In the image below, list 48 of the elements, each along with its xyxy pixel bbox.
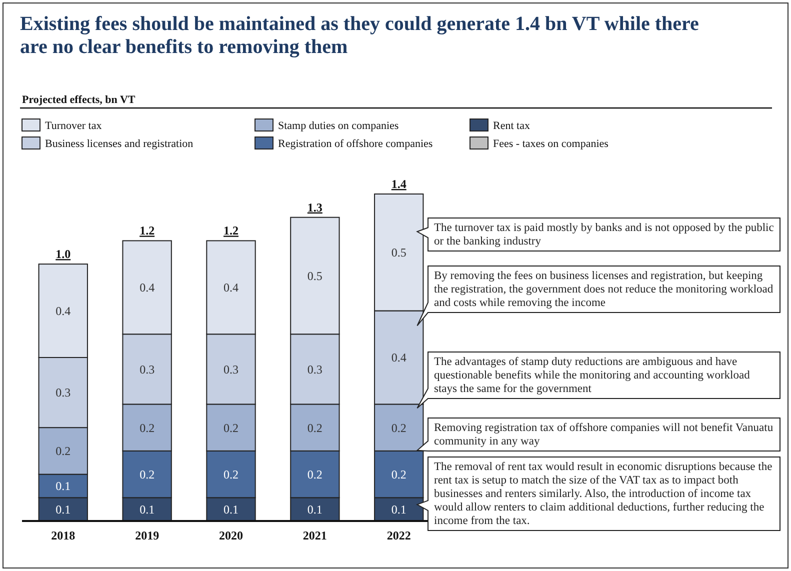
data-label: 0.2 (140, 467, 155, 482)
data-label: 0.1 (307, 502, 322, 517)
data-label: 0.1 (140, 502, 155, 517)
x-tick-label: 2018 (51, 528, 76, 543)
x-tick-label: 2021 (302, 528, 327, 543)
legend-label: Fees - taxes on companies (493, 138, 608, 150)
annotation: The advantages of stamp duty reductions are ambiguous and have questionable benefits while the monitoring and accounting workload stays the same for the government (434, 356, 750, 395)
x-tick-label: 2020 (219, 528, 243, 543)
legend-label: Registration of offshore companies (278, 138, 433, 150)
annotation: The removal of rent tax would result in economic disruptions because the rent tax is setup to match the size of the VAT tax as to impact both businesses and renters similarly. Also, the introduction of income tax would allow renters to claim additional deductions, further reducing the income from the tax. (434, 461, 772, 527)
data-label: 0.1 (391, 502, 406, 517)
total-label: 1.2 (140, 224, 155, 238)
data-label: 0.3 (140, 362, 155, 376)
x-tick-label: 2022 (386, 528, 411, 543)
data-label: 0.2 (307, 420, 322, 435)
data-label: 0.2 (391, 420, 406, 435)
data-label: 0.3 (307, 362, 322, 376)
data-label: 0.2 (307, 467, 322, 482)
data-label: 0.4 (140, 280, 155, 295)
total-label: 1.3 (307, 200, 322, 214)
data-label: 0.1 (224, 502, 238, 517)
chart-subtitle: Projected effects, bn VT (22, 94, 136, 106)
annotation: The turnover tax is paid mostly by banks and is not opposed by the public or the banking industry (434, 222, 774, 248)
data-label: 0.4 (391, 350, 406, 365)
legend-label: Business licenses and registration (45, 138, 194, 150)
data-label: 0.2 (56, 444, 71, 458)
data-label: 0.2 (224, 467, 238, 482)
data-label: 0.2 (391, 467, 406, 482)
data-label: 0.2 (140, 420, 155, 435)
annotation: By removing the fees on business licenses and registration, but keeping the registration, the government does not reduce the monitoring workload and costs while removing the income (434, 270, 774, 309)
data-label: 0.1 (56, 502, 71, 517)
legend-label: Rent tax (493, 120, 530, 132)
data-label: 0.5 (307, 268, 322, 283)
data-label: 0.2 (224, 420, 238, 435)
total-label: 1.2 (224, 224, 238, 238)
annotation: Removing registration tax of offshore companies will not benefit Vanuatu community in any way (434, 422, 774, 448)
chart-title: Existing fees should be maintained as they could generate 1.4 bn VT while there are no clear benefits to removing them (20, 13, 700, 58)
data-label: 0.3 (56, 386, 71, 400)
data-label: 0.4 (56, 304, 71, 318)
data-label: 0.3 (224, 362, 238, 376)
data-label: 0.4 (224, 280, 238, 295)
x-tick-label: 2019 (135, 528, 160, 543)
legend-label: Turnover tax (45, 120, 102, 132)
total-label: 1.0 (56, 247, 71, 262)
total-label: 1.4 (391, 177, 406, 191)
legend-label: Stamp duties on companies (278, 120, 399, 132)
data-label: 0.1 (56, 479, 71, 494)
data-label: 0.5 (391, 246, 406, 260)
